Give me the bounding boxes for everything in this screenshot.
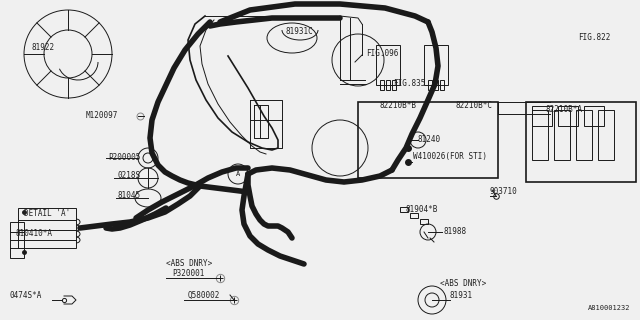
Text: 82210B*B: 82210B*B — [380, 100, 417, 109]
Text: M120097: M120097 — [86, 110, 118, 119]
Bar — [18, 208, 76, 248]
Text: 81931C: 81931C — [285, 28, 313, 36]
Text: 81240: 81240 — [418, 135, 441, 145]
Text: DETAIL 'A': DETAIL 'A' — [24, 210, 70, 219]
Text: 81904*B: 81904*B — [406, 205, 438, 214]
Text: 81988: 81988 — [444, 227, 467, 236]
Bar — [576, 110, 592, 160]
Text: 82210B*A: 82210B*A — [546, 106, 583, 115]
Text: FIG.835: FIG.835 — [393, 79, 426, 89]
Bar — [358, 102, 498, 178]
Text: P200005: P200005 — [108, 153, 140, 162]
Bar — [410, 213, 418, 218]
Bar — [440, 80, 444, 90]
Bar — [428, 80, 432, 90]
Bar — [10, 222, 24, 258]
Bar — [424, 45, 448, 85]
Text: <ABS DNRY>: <ABS DNRY> — [440, 279, 486, 289]
Text: 81931: 81931 — [449, 291, 472, 300]
Text: A: A — [236, 171, 240, 177]
Text: 82210B*C: 82210B*C — [455, 100, 492, 109]
Bar — [558, 106, 578, 126]
Text: 81922: 81922 — [32, 43, 55, 52]
Text: FIG.096: FIG.096 — [366, 50, 398, 59]
Bar — [376, 45, 400, 85]
Bar — [434, 80, 438, 90]
Bar — [598, 110, 614, 160]
Bar — [532, 106, 552, 126]
Text: 0474S*A: 0474S*A — [10, 291, 42, 300]
Text: 810410*A: 810410*A — [16, 229, 53, 238]
Text: 81045: 81045 — [118, 191, 141, 201]
Bar — [400, 207, 408, 212]
Bar — [554, 110, 570, 160]
Text: P320001: P320001 — [172, 269, 204, 278]
Text: <ABS DNRY>: <ABS DNRY> — [166, 259, 212, 268]
Text: Q580002: Q580002 — [188, 291, 220, 300]
Bar — [392, 80, 396, 90]
Bar — [380, 80, 384, 90]
Bar — [420, 219, 428, 224]
Text: 903710: 903710 — [490, 188, 518, 196]
Bar — [386, 80, 390, 90]
Text: FIG.822: FIG.822 — [578, 34, 611, 43]
Bar — [526, 102, 636, 182]
Bar — [532, 110, 548, 160]
Bar — [584, 106, 604, 126]
Text: A810001232: A810001232 — [588, 305, 630, 311]
Text: W410026(FOR STI): W410026(FOR STI) — [413, 153, 487, 162]
Text: 0218S: 0218S — [118, 172, 141, 180]
